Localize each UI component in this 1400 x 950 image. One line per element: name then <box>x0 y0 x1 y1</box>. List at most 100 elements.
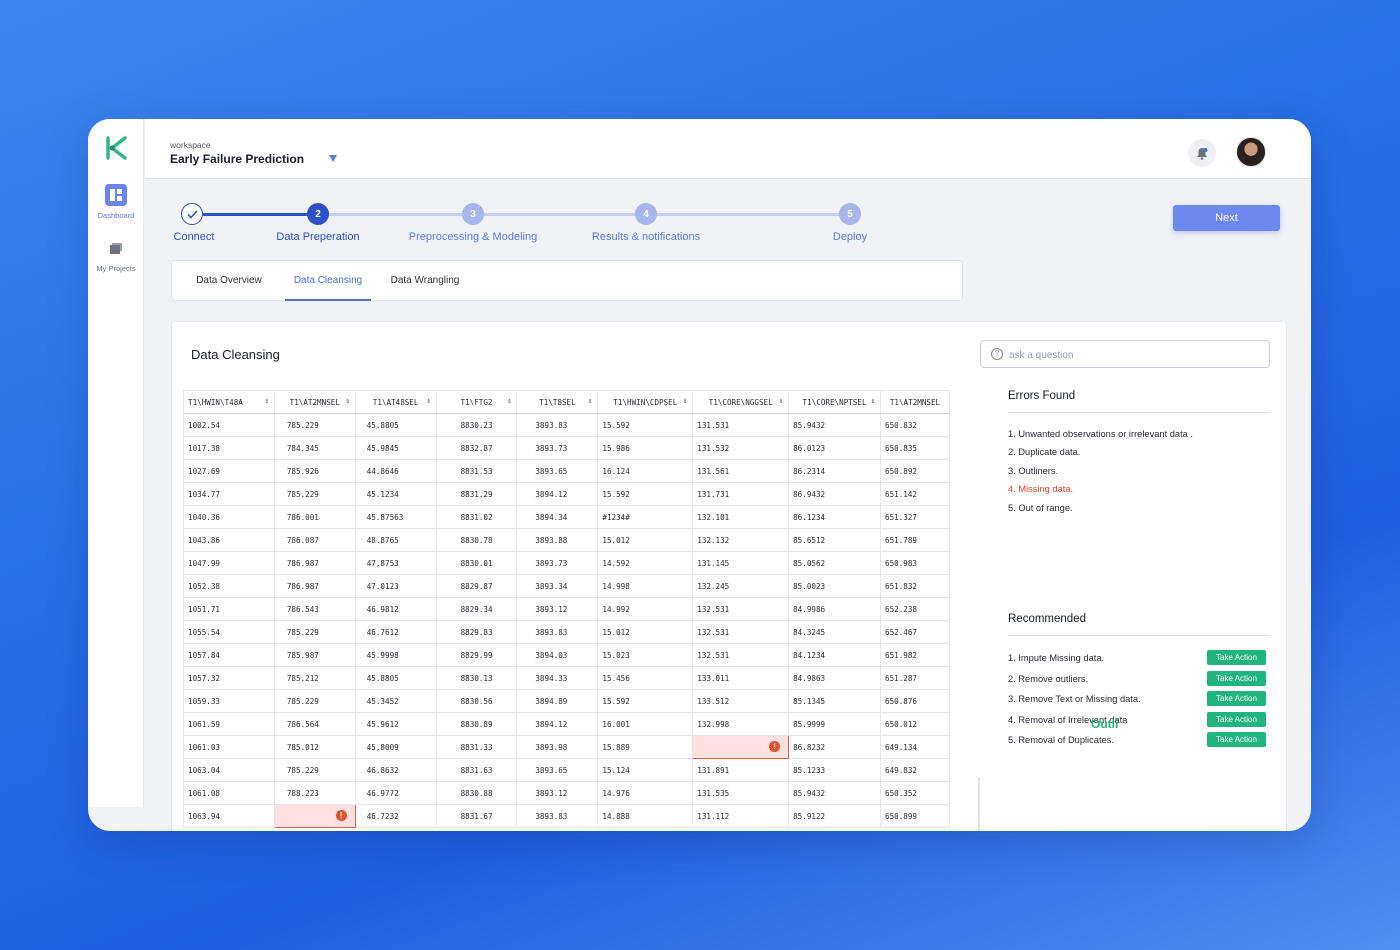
table-cell[interactable]: 3894.89 <box>516 689 599 713</box>
table-cell[interactable]: 132.531 <box>692 597 790 621</box>
table-cell[interactable]: 651.789 <box>880 528 950 552</box>
table-cell[interactable]: 3894.12 <box>516 712 599 736</box>
table-cell[interactable]: 15.124 <box>597 758 694 782</box>
table-cell[interactable]: 84.9986 <box>788 597 881 621</box>
table-cell[interactable]: 86.1234 <box>788 505 881 529</box>
table-cell[interactable]: 1063.04 <box>183 758 275 782</box>
table-cell[interactable]: 3893.98 <box>516 735 599 759</box>
table-cell[interactable]: 788.223 <box>273 781 356 805</box>
table-cell[interactable]: 84.3245 <box>788 620 881 644</box>
table-cell[interactable]: 650.876 <box>880 689 950 713</box>
table-cell[interactable]: 132.531 <box>692 620 790 644</box>
column-header[interactable]: T1\AT2MNSEL ⇕ <box>273 390 356 414</box>
table-cell[interactable]: 8829.99 <box>435 643 518 667</box>
table-cell[interactable]: 45.3452 <box>354 689 437 713</box>
table-cell[interactable]: 14.976 <box>597 781 694 805</box>
table-cell[interactable]: 85.9122 <box>788 804 881 828</box>
table-cell[interactable]: 3894.34 <box>516 505 599 529</box>
table-cell[interactable]: 650.983 <box>880 551 950 575</box>
table-cell[interactable]: 8831.29 <box>435 482 518 506</box>
table-cell[interactable]: 3893.65 <box>516 459 599 483</box>
table-cell[interactable]: 86.9432 <box>788 482 881 506</box>
table-cell[interactable]: 85.1233 <box>788 758 881 782</box>
table-cell[interactable]: 651.327 <box>880 505 950 529</box>
take-action-button[interactable]: Take Action <box>1207 691 1266 706</box>
table-cell[interactable]: 652.238 <box>880 597 950 621</box>
next-button[interactable]: Next <box>1173 205 1280 231</box>
table-cell[interactable]: 649.832 <box>880 758 950 782</box>
sort-icon[interactable]: ⇕ <box>264 397 269 405</box>
table-cell[interactable]: 785.229 <box>273 413 356 437</box>
table-cell[interactable]: 785.229 <box>273 620 356 644</box>
column-header[interactable]: T1\HWIN\CDPSEL ⇕ <box>597 390 694 414</box>
table-cell[interactable]: 8830.78 <box>435 528 518 552</box>
table-cell[interactable]: ! <box>692 735 790 759</box>
table-cell[interactable]: 15.592 <box>597 689 694 713</box>
column-header[interactable]: T1\FTG2 ⇕ <box>435 390 518 414</box>
table-cell[interactable]: 650.899 <box>880 804 950 828</box>
table-cell[interactable]: 15.889 <box>597 735 694 759</box>
table-cell[interactable]: 14.992 <box>597 597 694 621</box>
table-cell[interactable]: 785.229 <box>273 758 356 782</box>
table-cell[interactable]: 45.9998 <box>354 643 437 667</box>
sort-icon[interactable]: ⇕ <box>426 397 431 405</box>
table-cell[interactable]: 8831.33 <box>435 735 518 759</box>
table-cell[interactable]: 132.101 <box>692 505 790 529</box>
table-cell[interactable]: 15.012 <box>597 620 694 644</box>
chevron-down-icon[interactable] <box>329 155 337 162</box>
table-cell[interactable]: 15.986 <box>597 436 694 460</box>
take-action-button[interactable]: Take Action <box>1207 650 1266 665</box>
step-5-dot[interactable]: 5 <box>839 203 861 225</box>
table-cell[interactable]: 649.134 <box>880 735 950 759</box>
table-cell[interactable]: 3893.34 <box>516 574 599 598</box>
table-cell[interactable]: 85.9432 <box>788 413 881 437</box>
table-cell[interactable]: 1040.36 <box>183 505 275 529</box>
table-cell[interactable]: 1051.71 <box>183 597 275 621</box>
table-cell[interactable]: 131.532 <box>692 436 790 460</box>
table-cell[interactable]: 16.001 <box>597 712 694 736</box>
table-cell[interactable]: 1063.94 <box>183 804 275 828</box>
table-cell[interactable]: #1234# <box>597 505 694 529</box>
column-header[interactable]: T1\HWIN\T48A ⇕ <box>183 390 275 414</box>
sort-icon[interactable]: ⇕ <box>588 397 593 405</box>
tab-data-wrangling[interactable]: Data Wrangling <box>390 275 460 286</box>
step-label-data-preparation[interactable]: Data Preperation <box>276 231 360 243</box>
column-header[interactable]: T1\AT48SEL ⇕ <box>354 390 437 414</box>
table-cell[interactable]: 47.0123 <box>354 574 437 598</box>
tab-data-cleansing[interactable]: Data Cleansing <box>285 261 371 301</box>
table-cell[interactable]: 85.0562 <box>788 551 881 575</box>
table-cell[interactable]: 8830.13 <box>435 666 518 690</box>
table-cell[interactable]: 652.467 <box>880 620 950 644</box>
column-header[interactable]: T1\CORE\NGGSEL ⇕ <box>692 390 790 414</box>
workspace-name[interactable]: Early Failure Prediction <box>170 152 305 166</box>
error-alert-icon[interactable]: ! <box>335 810 347 821</box>
table-cell[interactable]: 86.2314 <box>788 459 881 483</box>
table-cell[interactable]: 1061.03 <box>183 735 275 759</box>
table-cell[interactable]: 3893.12 <box>516 781 599 805</box>
table-cell[interactable]: 132.998 <box>692 712 790 736</box>
table-cell[interactable]: 46.9772 <box>354 781 437 805</box>
table-cell[interactable]: 16.124 <box>597 459 694 483</box>
ask-question-input[interactable] <box>1009 346 1259 364</box>
step-label-deploy[interactable]: Deploy <box>832 231 868 243</box>
table-cell[interactable]: 8830.23 <box>435 413 518 437</box>
table-cell[interactable]: 14.888 <box>597 804 694 828</box>
table-cell[interactable]: 785.229 <box>273 482 356 506</box>
table-cell[interactable]: 8831.53 <box>435 459 518 483</box>
table-cell[interactable]: 85.9432 <box>788 781 881 805</box>
table-cell[interactable]: 14.998 <box>597 574 694 598</box>
step-label-results[interactable]: Results & notifications <box>591 231 701 243</box>
ask-question-box[interactable]: ? <box>980 340 1270 368</box>
table-cell[interactable]: 45.87563 <box>354 505 437 529</box>
table-cell[interactable]: 786.987 <box>273 551 356 575</box>
table-cell[interactable]: 3893.73 <box>516 436 599 460</box>
table-cell[interactable]: 85.1345 <box>788 689 881 713</box>
table-cell[interactable]: 3893.73 <box>516 551 599 575</box>
table-cell[interactable]: 15.023 <box>597 643 694 667</box>
table-cell[interactable]: 1055.54 <box>183 620 275 644</box>
table-cell[interactable]: 1057.84 <box>183 643 275 667</box>
table-cell[interactable]: 650.352 <box>880 781 950 805</box>
table-cell[interactable]: 131.731 <box>692 482 790 506</box>
table-cell[interactable]: 3894.12 <box>516 482 599 506</box>
table-cell[interactable]: 131.531 <box>692 413 790 437</box>
